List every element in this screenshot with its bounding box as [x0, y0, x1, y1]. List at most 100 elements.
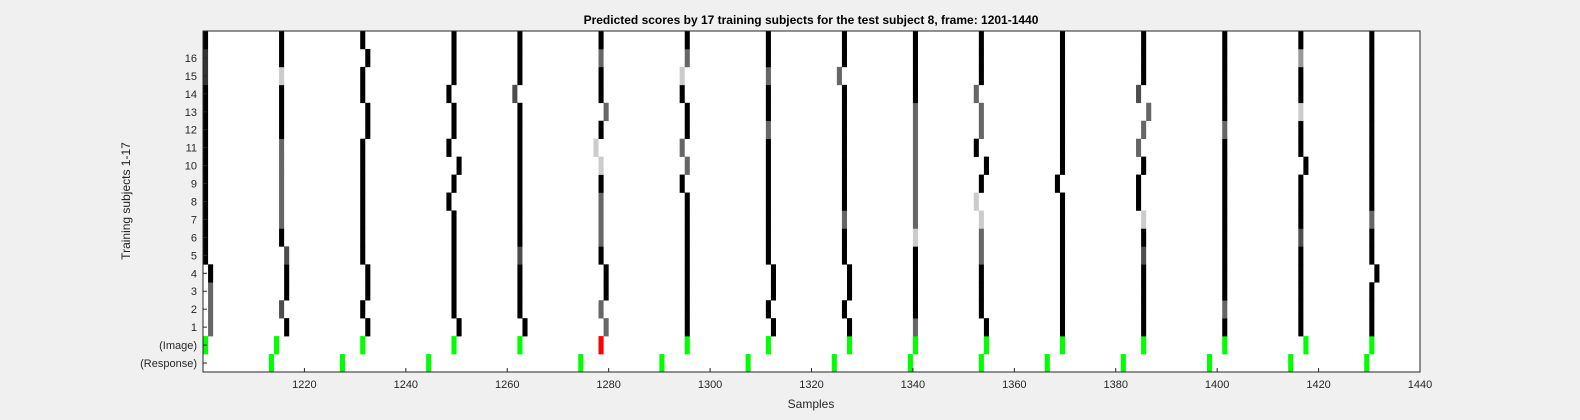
score-cell — [1059, 210, 1066, 229]
response-marker — [339, 354, 345, 373]
y-tick-label: 13 — [185, 107, 197, 119]
score-cell — [1369, 228, 1375, 247]
score-cell — [284, 282, 290, 301]
score-cell — [1298, 246, 1304, 265]
response-marker — [426, 354, 432, 373]
y-tick-label: 1 — [191, 322, 197, 334]
score-cell — [284, 246, 290, 265]
score-cell — [770, 264, 777, 283]
score-cell — [1222, 210, 1228, 229]
score-cell — [1222, 246, 1228, 265]
image-marker — [360, 336, 366, 355]
score-cell — [1222, 84, 1228, 104]
score-cell — [279, 300, 285, 319]
score-cell — [1369, 210, 1375, 229]
score-cell — [279, 138, 285, 157]
score-cell — [279, 48, 285, 68]
y-tick-label: 8 — [191, 197, 197, 209]
score-cell — [1141, 120, 1147, 139]
score-cell — [360, 174, 366, 193]
score-cell — [512, 84, 518, 104]
x-tick-label: 1440 — [1408, 379, 1432, 391]
y-tick-label: 12 — [185, 125, 197, 137]
score-cell — [912, 318, 918, 337]
x-tick-label: 1380 — [1104, 379, 1128, 391]
score-cell — [912, 192, 918, 211]
score-cell — [603, 318, 609, 337]
score-cell — [684, 156, 690, 175]
score-cell — [1222, 264, 1228, 283]
score-cell — [451, 174, 457, 193]
score-cell — [1222, 102, 1228, 122]
score-cell — [279, 31, 285, 50]
plot-area: 1220 1240 1260 1280 1300 1320 1340 1360 1380 1400… — [140, 30, 1432, 391]
score-cell — [598, 31, 604, 50]
score-cell — [912, 84, 918, 104]
score-cell — [208, 300, 214, 319]
score-cell — [978, 48, 984, 68]
score-cell — [517, 210, 523, 229]
score-cell — [846, 282, 853, 301]
score-cell — [451, 264, 457, 283]
image-marker — [273, 336, 280, 355]
score-cell — [679, 138, 685, 157]
score-cell — [770, 318, 777, 337]
score-cell — [517, 156, 523, 175]
score-cell — [978, 264, 984, 283]
score-cell — [841, 156, 847, 175]
score-cell — [451, 210, 457, 229]
score-cell — [684, 282, 690, 301]
score-cell — [1303, 156, 1309, 175]
score-cell — [446, 192, 452, 211]
score-cell — [1369, 48, 1375, 68]
score-cell — [841, 31, 847, 50]
score-cell — [517, 120, 523, 139]
image-marker — [517, 336, 523, 355]
score-cell — [684, 228, 690, 247]
score-cell — [451, 300, 457, 319]
score-cell — [978, 120, 984, 139]
score-cell — [684, 264, 690, 283]
score-cell — [593, 138, 599, 157]
score-cell — [1369, 246, 1375, 265]
score-cell — [1298, 84, 1304, 104]
score-cell — [841, 228, 847, 247]
score-cell — [1298, 228, 1304, 247]
score-cell — [1141, 66, 1147, 86]
score-cell — [522, 318, 528, 337]
y-axis-label: Training subjects 1-17 — [119, 142, 133, 260]
image-marker — [1141, 336, 1147, 355]
score-cell — [912, 210, 918, 229]
image-mismatch-marker — [598, 336, 604, 355]
score-cell — [978, 228, 984, 247]
score-cell — [1059, 48, 1066, 68]
score-cell — [598, 192, 604, 211]
y-tick-label: 16 — [185, 53, 197, 65]
score-cell — [360, 300, 366, 319]
response-marker — [1044, 354, 1050, 373]
score-cell — [360, 66, 366, 86]
score-cell — [765, 210, 771, 229]
score-cell — [279, 210, 285, 229]
y-tick-label: 15 — [185, 71, 197, 83]
score-cell — [912, 264, 918, 283]
score-cell — [978, 31, 984, 50]
x-ticks: 1220 1240 1260 1280 1300 1320 1340 1360 1380 1400… — [292, 368, 1432, 391]
score-cell — [1298, 318, 1304, 337]
score-cell — [1059, 246, 1066, 265]
score-cell — [1059, 318, 1066, 337]
score-cell — [684, 210, 690, 229]
response-marker — [1207, 354, 1213, 373]
score-cell — [517, 66, 523, 86]
score-cell — [456, 318, 462, 337]
response-marker — [907, 354, 913, 373]
score-cell — [598, 246, 604, 265]
score-cell — [973, 192, 979, 211]
y-tick-label: (Image) — [159, 340, 197, 352]
score-cell — [912, 138, 918, 157]
score-cell — [451, 66, 457, 86]
score-cell — [1298, 174, 1304, 193]
score-cell — [456, 156, 462, 175]
score-cell — [846, 318, 853, 337]
